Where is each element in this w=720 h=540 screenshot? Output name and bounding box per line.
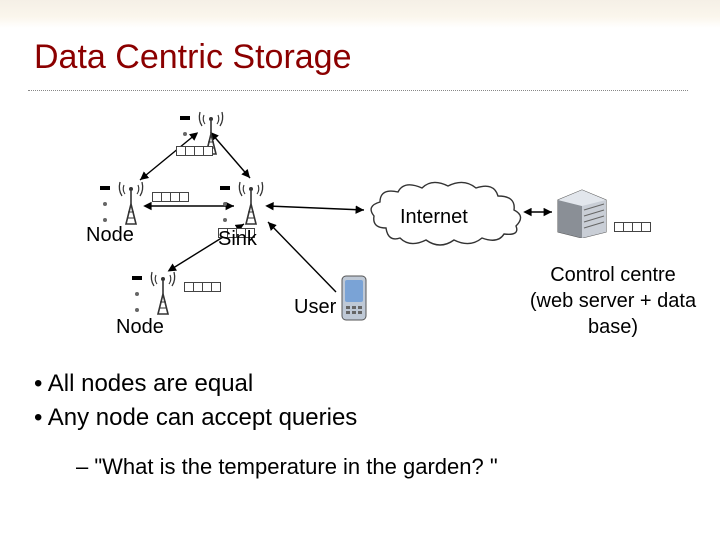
bullet-1-text: All nodes are equal: [48, 370, 253, 397]
antenna-node-3: [148, 266, 178, 316]
antenna-dotdash-2: [222, 186, 228, 222]
antenna-node-1: [116, 176, 146, 226]
bullet-list: • All nodes are equal • Any node can acc…: [34, 370, 357, 438]
antenna-squares-3: [184, 282, 220, 292]
node-label-3: Node: [116, 316, 164, 339]
diagram-area: Node Sink Node Internet User: [0, 98, 720, 348]
antenna-node-2: [236, 176, 266, 226]
title-divider: [28, 90, 688, 91]
top-decor: [0, 0, 720, 28]
internet-label: Internet: [400, 206, 468, 229]
server-icon: [554, 186, 610, 243]
page-title: Data Centric Storage: [34, 38, 352, 77]
bullet-1: • All nodes are equal: [34, 370, 357, 398]
antenna-dotdash-1: [102, 186, 108, 222]
antenna-dotdash-3: [134, 276, 140, 312]
antenna-squares-0: [176, 146, 212, 156]
antenna-squares-1: [152, 192, 188, 202]
user-phone-icon: [340, 274, 368, 327]
sub-bullet: – "What is the temperature in the garden…: [76, 454, 498, 480]
server-squares: [614, 222, 650, 232]
node-label-1: Node: [86, 224, 134, 247]
bullet-2: • Any node can accept queries: [34, 404, 357, 432]
sink-label-2: Sink: [218, 228, 257, 251]
user-label: User: [294, 296, 336, 319]
control-centre-label: Control centre (web server + data base): [528, 262, 698, 340]
bullet-2-text: Any node can accept queries: [48, 404, 358, 431]
